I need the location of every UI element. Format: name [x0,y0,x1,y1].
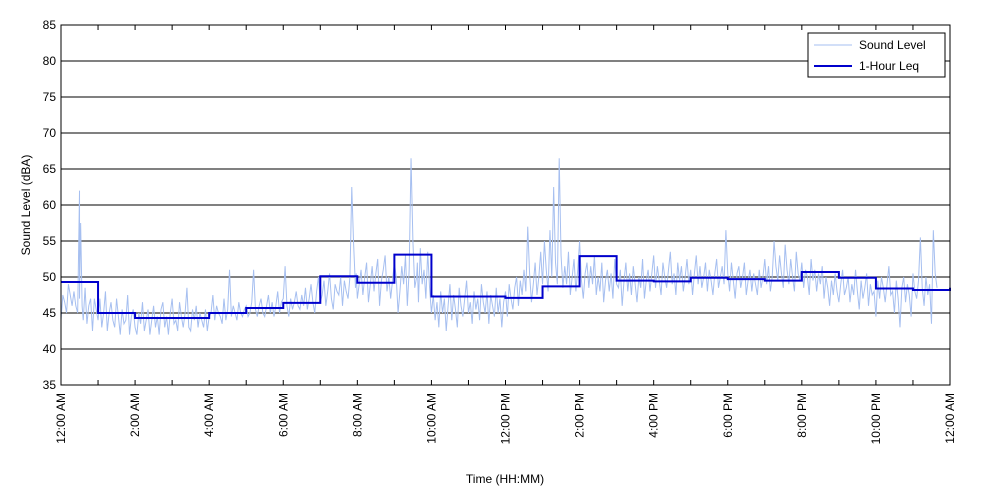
x-tick-label: 10:00 AM [424,393,438,444]
x-tick-label: 8:00 PM [795,393,809,438]
x-axis-title: Time (HH:MM) [466,472,544,486]
x-tick-label: 6:00 PM [721,393,735,438]
x-tick-label: 12:00 AM [54,393,68,444]
series-layer [60,158,951,335]
series-sound-level-line [60,158,938,335]
y-tick-label: 75 [43,90,57,104]
y-axis-title: Sound Level (dBA) [19,155,33,256]
x-tick-label: 2:00 PM [573,393,587,438]
y-tick-label: 70 [43,126,57,140]
legend-label-leq: 1-Hour Leq [859,59,919,73]
x-tick-label: 4:00 AM [202,393,216,437]
series-1-hour-leq-line [61,253,951,320]
y-tick-label: 55 [43,234,57,248]
x-tick-label: 2:00 AM [128,393,142,437]
x-tick-label: 6:00 AM [276,393,290,437]
y-tick-label: 60 [43,198,57,212]
x-tick-label: 8:00 AM [350,393,364,437]
y-tick-label: 85 [43,18,57,32]
y-tick-label: 40 [43,342,57,356]
y-tick-label: 50 [43,270,57,284]
x-tick-label: 12:00 AM [943,393,957,444]
legend: Sound Level 1-Hour Leq [807,32,946,78]
y-tick-label: 80 [43,54,57,68]
y-tick-label: 65 [43,162,57,176]
legend-label-sound-level: Sound Level [859,38,926,52]
gridlines [61,60,950,350]
legend-box [807,32,946,78]
y-axis: 35 40 45 50 55 60 65 70 75 80 85 [43,18,950,392]
x-tick-label: 4:00 PM [647,393,661,438]
x-tick-label: 12:00 PM [499,393,513,444]
y-tick-label: 45 [43,306,57,320]
y-tick-label: 35 [43,378,57,392]
x-axis: 12:00 AM 2:00 AM 4:00 AM 6:00 AM 8:00 AM 10:0… [54,25,957,444]
x-tick-label: 10:00 PM [869,393,883,444]
